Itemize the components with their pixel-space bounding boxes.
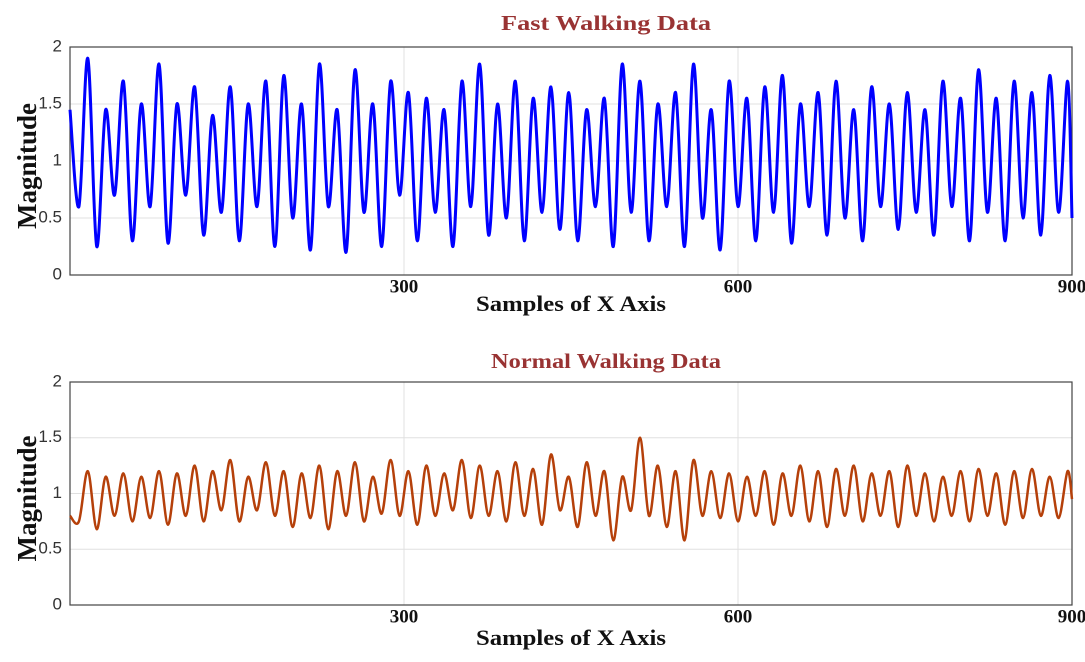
x-tick-label: 900 (1058, 606, 1085, 627)
y-tick-label: 0.5 (38, 539, 62, 558)
data-line (69, 436, 1074, 542)
y-tick-label: 0 (53, 264, 62, 283)
y-tick-label: 1 (53, 150, 62, 169)
x-tick-label: 900 (1058, 276, 1085, 297)
x-tick-label: 600 (724, 276, 753, 297)
x-tick-label: 300 (390, 276, 419, 297)
y-tick-label: 1 (53, 483, 62, 502)
chart-title: Fast Walking Data (501, 11, 712, 35)
y-tick-label: 0.5 (38, 207, 62, 226)
chart-title: Normal Walking Data (491, 349, 722, 373)
x-axis-label: Samples of X Axis (476, 291, 666, 316)
x-tick-label: 300 (390, 606, 419, 627)
y-tick-label: 1.5 (38, 93, 62, 112)
x-axis-label: Samples of X Axis (476, 625, 666, 650)
y-tick-label: 2 (53, 36, 62, 55)
y-axis-label: Magnitude (12, 435, 42, 561)
x-tick-label: 600 (724, 606, 753, 627)
data-line (68, 56, 1074, 254)
y-tick-label: 1.5 (38, 427, 62, 446)
y-tick-label: 0 (53, 594, 62, 613)
y-axis-label: Magnitude (12, 103, 42, 229)
y-tick-label: 2 (53, 371, 62, 390)
